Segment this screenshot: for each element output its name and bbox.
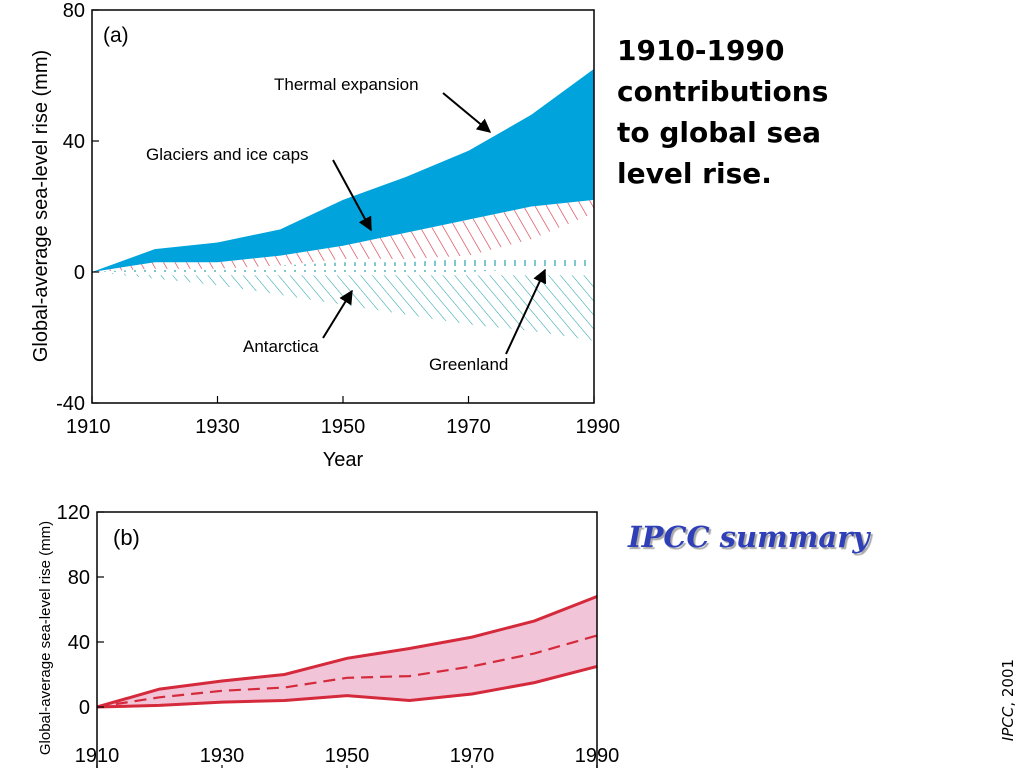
x-tick-label: 1910 [66, 416, 111, 438]
y-tick-label: -40 [56, 393, 85, 415]
upper-bound-line [96, 595, 598, 709]
summary-caption: IPCC summary [628, 520, 870, 554]
x-tick-label: 1970 [450, 745, 495, 767]
y-tick-label: 40 [63, 131, 85, 153]
chart-a: 1910 1930 1950 1970 1990 -40 0 40 80 (a) Global-… [30, 0, 620, 471]
chart-b-panel-label: (b) [113, 525, 140, 550]
area-thermal-expansion [92, 68, 594, 273]
x-tick-label: 1930 [195, 416, 240, 438]
uncertainty-band [97, 596, 597, 707]
y-tick-label: 80 [68, 567, 90, 589]
arrow-glaciers-ice-caps [332, 159, 372, 232]
chart-a-y-axis-title: Global-average sea-level rise (mm) [30, 50, 52, 362]
area-greenland [92, 255, 594, 272]
heading-line: to global sea [617, 116, 822, 149]
x-tick-label: 1910 [75, 745, 120, 767]
annotation-thermal-expansion: Thermal expansion [274, 75, 419, 94]
heading-line: 1910-1990 [617, 34, 785, 67]
x-tick-label: 1970 [446, 416, 491, 438]
y-tick-label: 0 [74, 262, 85, 284]
x-tick-label: 1990 [576, 416, 621, 438]
lower-bound-line [96, 664, 598, 709]
y-tick-label: 0 [79, 697, 90, 719]
x-tick-label: 1990 [575, 745, 620, 767]
central-estimate-line [96, 634, 598, 709]
annotation-glaciers-ice-caps: Glaciers and ice caps [146, 145, 309, 164]
slide-heading: 1910-1990 contributions to global sea le… [617, 30, 877, 194]
arrow-thermal-expansion [442, 92, 492, 133]
y-tick-label: 120 [57, 502, 90, 524]
annotation-greenland: Greenland [429, 355, 508, 374]
chart-b-y-axis-title: Global-average sea-level rise (mm) [37, 521, 54, 755]
heading-line: level rise. [617, 157, 772, 190]
chart-a-x-axis-title: Year [323, 449, 364, 471]
x-tick-label: 1950 [325, 745, 370, 767]
area-glaciers-and-ice-caps [92, 199, 594, 272]
arrow-antarctica [322, 289, 353, 339]
chart-b: 1910 1930 1950 1970 1990 0 40 80 120 (b) Global-… [37, 502, 619, 768]
y-tick-label: 80 [63, 0, 85, 22]
x-tick-label: 1930 [200, 745, 245, 767]
chart-a-panel-label: (a) [103, 24, 129, 47]
heading-line: contributions [617, 75, 829, 108]
annotation-antarctica: Antarctica [243, 337, 319, 356]
area-antarctica [92, 272, 594, 341]
y-tick-label: 40 [68, 632, 90, 654]
x-tick-label: 1950 [321, 416, 366, 438]
arrow-greenland [505, 268, 547, 355]
